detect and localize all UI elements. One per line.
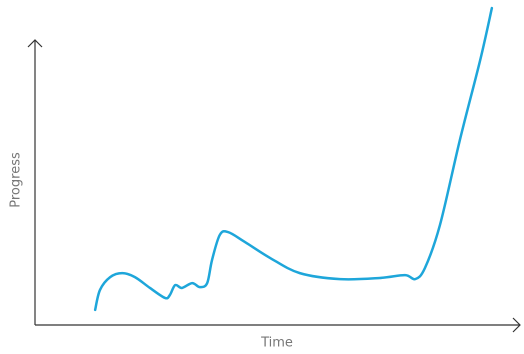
line (93, 6, 494, 312)
x-axis-label: Time (260, 336, 293, 351)
y-axis-label: Progress (9, 152, 24, 208)
axes (27, 39, 521, 333)
y-axis-arrow (27, 39, 43, 48)
x-axis-arrow (512, 317, 521, 333)
